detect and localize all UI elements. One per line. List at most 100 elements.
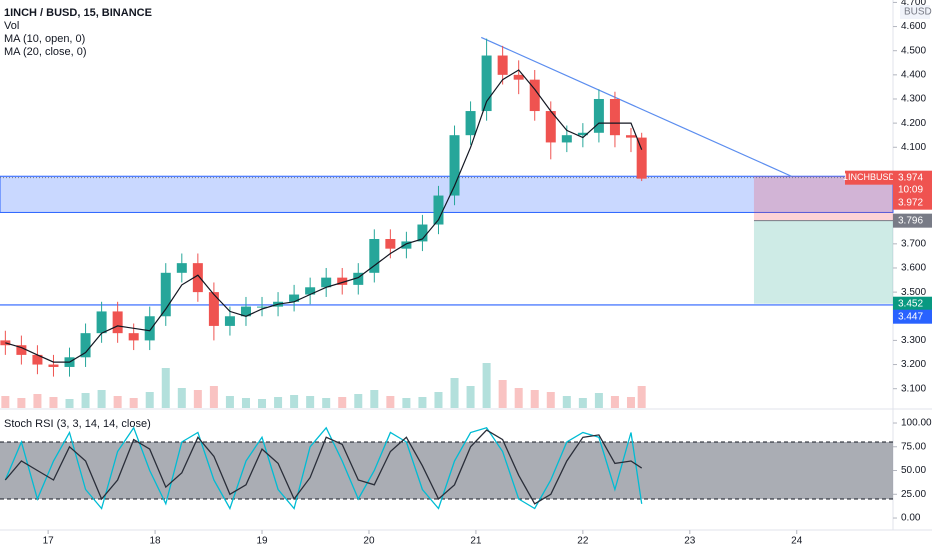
trendline — [481, 36, 792, 177]
volume-bar — [402, 398, 411, 408]
price-label: 3.972 — [898, 197, 923, 208]
candle-body — [417, 224, 428, 242]
y-tick-label: 4.700 — [901, 0, 926, 8]
y-tick-label: 75.00 — [901, 441, 926, 452]
y-tick-label: 4.600 — [901, 21, 926, 32]
volume-bar — [97, 390, 106, 408]
y-tick-label: 4.400 — [901, 69, 926, 80]
volume-bar — [209, 386, 218, 408]
candle-body — [353, 272, 364, 285]
symbol-label: 1INCHBUSD — [843, 172, 896, 182]
volume-bar — [145, 392, 154, 408]
volume-bar — [177, 388, 186, 408]
volume-bar — [129, 398, 138, 408]
volume-bar — [498, 380, 507, 408]
volume-bar — [562, 396, 571, 408]
symbol-tag — [845, 170, 893, 185]
legend-item: MA (20, close, 0) — [4, 46, 87, 58]
volume-bar — [482, 363, 491, 408]
candle-body — [625, 135, 636, 138]
x-tick-label: 21 — [470, 536, 482, 547]
y-tick-label: 50.00 — [901, 465, 926, 476]
y-tick-label: 0.00 — [901, 513, 921, 524]
volume-bar — [33, 394, 42, 408]
y-tick-label: 3.700 — [901, 238, 926, 249]
candle-body — [465, 111, 476, 136]
candle-body — [144, 316, 155, 341]
volume-bar — [338, 397, 347, 408]
legend-item: Vol — [4, 20, 19, 32]
volume-bar — [370, 390, 379, 408]
volume-bar — [530, 390, 539, 408]
volume-bar — [578, 398, 587, 408]
volume-bar — [81, 393, 90, 408]
candle-body — [128, 333, 139, 341]
volume-bar — [274, 397, 283, 408]
chart-title: 1INCH / BUSD, 15, BINANCE — [4, 7, 152, 19]
volume-bar — [241, 398, 250, 408]
candle-body — [513, 74, 524, 80]
candle-body — [433, 195, 444, 225]
candle-body — [577, 132, 588, 136]
candle-body — [497, 55, 508, 75]
currency-box — [900, 5, 930, 19]
y-tick-label: 3.200 — [901, 359, 926, 370]
x-tick-label: 19 — [256, 536, 268, 547]
x-tick-label: 22 — [577, 536, 589, 547]
volume-bar — [386, 396, 395, 408]
y-tick-label: 3.100 — [901, 383, 926, 394]
countdown: 10:09 — [898, 184, 923, 195]
price-label-box — [893, 195, 932, 210]
candle-body — [305, 287, 316, 295]
volume-bar — [418, 397, 427, 408]
y-tick-label: 3.300 — [901, 335, 926, 346]
volume-bar — [258, 399, 267, 408]
candle-body — [80, 333, 91, 358]
volume-bar — [1, 396, 10, 408]
volume-bar — [626, 397, 635, 408]
candle-body — [337, 277, 348, 285]
candle-body — [192, 263, 203, 293]
moving-average — [5, 69, 643, 363]
x-tick-label: 18 — [150, 536, 162, 547]
price-label-box — [893, 309, 932, 324]
volume-bar — [17, 398, 26, 408]
y-tick-label: 25.00 — [901, 489, 926, 500]
y-tick-label: 4.300 — [901, 94, 926, 105]
x-tick-label: 20 — [363, 536, 375, 547]
y-tick-label: 4.500 — [901, 45, 926, 56]
candle-body — [240, 306, 251, 317]
volume-bar — [193, 390, 202, 408]
price-label-box — [893, 213, 932, 228]
volume-bar — [450, 378, 459, 408]
candle-body — [449, 135, 460, 196]
y-tick-label: 3.500 — [901, 287, 926, 298]
volume-bar — [466, 386, 475, 408]
candle-body — [369, 239, 380, 273]
stoch-line — [4, 429, 643, 505]
volume-bar — [637, 386, 646, 408]
volume-bar — [290, 395, 299, 408]
x-tick-label: 24 — [791, 536, 803, 547]
y-tick-label: 3.600 — [901, 263, 926, 274]
y-tick-label: 4.100 — [901, 142, 926, 153]
candle-body — [636, 137, 647, 179]
candle-body — [289, 294, 300, 302]
target-zone — [753, 220, 893, 304]
candle-body — [593, 98, 604, 133]
price-label-box — [893, 296, 932, 311]
volume-bar — [225, 396, 234, 408]
volume-bar — [322, 398, 331, 408]
stoch-line — [4, 426, 643, 511]
candle-body — [385, 239, 396, 249]
volume-bar — [610, 396, 619, 408]
y-tick-label: 4.200 — [901, 118, 926, 129]
candle-body — [401, 241, 412, 249]
candle-body — [32, 354, 43, 365]
candle-body — [481, 55, 492, 112]
candle-body — [321, 277, 332, 288]
candle-body — [545, 111, 556, 143]
candle-body — [257, 306, 268, 308]
